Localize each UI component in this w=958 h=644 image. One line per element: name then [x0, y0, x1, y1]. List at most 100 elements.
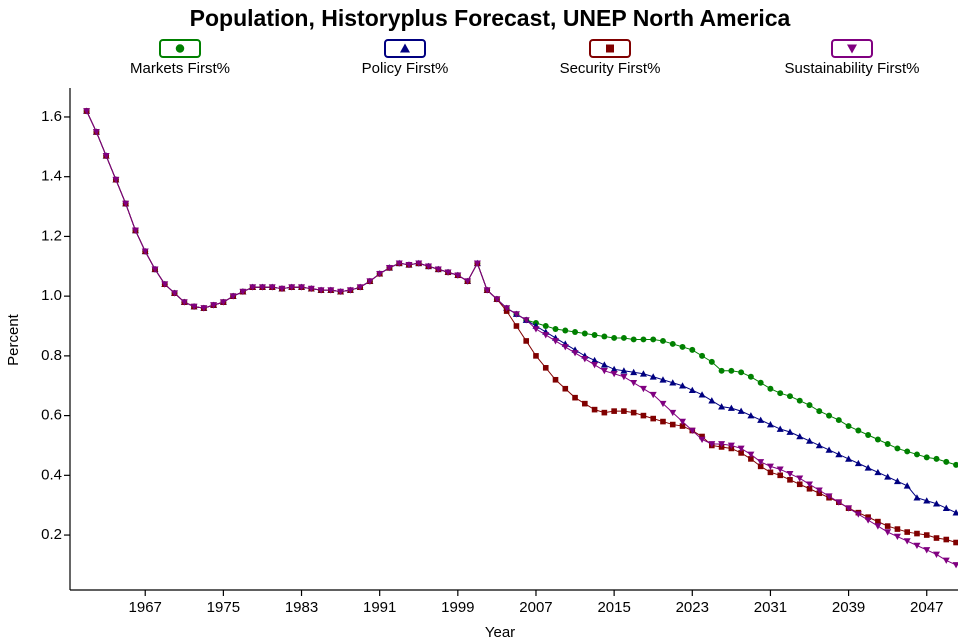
legend-label: Sustainability First%: [784, 60, 919, 77]
series-line: [86, 110, 957, 514]
marker: [796, 481, 803, 488]
marker: [875, 518, 881, 525]
marker: [688, 386, 696, 394]
marker: [582, 400, 588, 407]
marker: [952, 509, 958, 516]
marker: [639, 370, 647, 377]
marker: [835, 417, 842, 424]
marker: [884, 529, 892, 536]
marker: [532, 326, 540, 333]
x-tick-label: 2007: [519, 599, 552, 616]
marker: [835, 450, 843, 458]
marker: [776, 466, 784, 473]
marker: [816, 408, 823, 415]
series-line: [86, 110, 957, 543]
marker: [728, 367, 735, 374]
marker: [425, 263, 433, 270]
marker: [385, 264, 393, 272]
marker: [786, 471, 794, 478]
marker: [815, 487, 823, 494]
marker: [953, 461, 958, 468]
marker: [767, 385, 774, 392]
marker: [777, 472, 784, 479]
marker: [562, 385, 569, 392]
marker: [581, 356, 589, 363]
marker: [464, 278, 472, 285]
marker: [249, 284, 257, 291]
marker: [630, 409, 637, 416]
marker: [669, 421, 676, 428]
chart-title: Population, Historyplus Forecast, UNEP N…: [190, 5, 791, 31]
marker: [786, 428, 794, 435]
marker: [591, 331, 598, 338]
y-tick-label: 0.2: [41, 526, 62, 543]
marker: [610, 365, 618, 373]
marker: [606, 44, 614, 53]
marker: [630, 336, 637, 343]
marker: [415, 260, 423, 267]
marker: [620, 367, 628, 374]
marker: [552, 338, 560, 345]
marker: [796, 433, 804, 440]
marker: [747, 412, 755, 419]
marker: [175, 44, 185, 53]
legend-item: Sustainability First%: [784, 39, 920, 77]
marker: [874, 523, 882, 530]
marker: [542, 365, 549, 371]
marker: [806, 485, 813, 492]
marker: [288, 284, 296, 291]
y-axis-label: Percent: [5, 313, 22, 366]
marker: [151, 266, 159, 273]
marker: [718, 441, 726, 448]
marker: [679, 382, 687, 389]
y-tick-label: 1.2: [41, 227, 62, 244]
legend-label: Policy First%: [362, 60, 449, 77]
marker: [923, 532, 930, 538]
marker: [210, 302, 218, 309]
marker: [679, 343, 686, 350]
marker: [942, 504, 950, 511]
marker: [845, 505, 853, 512]
marker: [699, 433, 705, 440]
marker: [562, 327, 569, 334]
marker: [708, 358, 715, 365]
y-tick-label: 0.8: [41, 347, 62, 364]
marker: [591, 356, 599, 364]
marker: [600, 368, 608, 375]
marker: [757, 379, 764, 386]
marker: [649, 391, 657, 399]
marker: [953, 539, 958, 546]
marker: [826, 412, 833, 419]
x-tick-label: 1975: [207, 599, 240, 616]
legend-label: Markets First%: [130, 60, 230, 77]
y-tick-label: 1.4: [41, 168, 62, 185]
marker: [611, 408, 617, 414]
marker: [893, 477, 901, 485]
marker: [815, 441, 823, 449]
marker: [884, 523, 891, 529]
marker: [660, 337, 666, 344]
marker: [400, 43, 410, 53]
marker: [689, 346, 696, 353]
legend-item: Security First%: [560, 39, 660, 77]
marker: [845, 423, 852, 430]
marker: [933, 455, 940, 462]
marker: [679, 418, 687, 426]
marker: [865, 432, 872, 438]
plot-area: [83, 107, 958, 569]
marker: [727, 404, 735, 411]
y-tick-label: 0.4: [41, 466, 62, 483]
marker: [699, 352, 706, 359]
marker: [513, 323, 520, 329]
marker: [708, 397, 716, 404]
marker: [698, 391, 706, 398]
marker: [180, 299, 188, 306]
marker: [766, 421, 774, 428]
marker: [854, 459, 862, 467]
marker: [503, 305, 511, 312]
marker: [522, 317, 530, 324]
marker: [718, 403, 726, 410]
marker: [610, 370, 618, 378]
marker: [738, 369, 745, 376]
